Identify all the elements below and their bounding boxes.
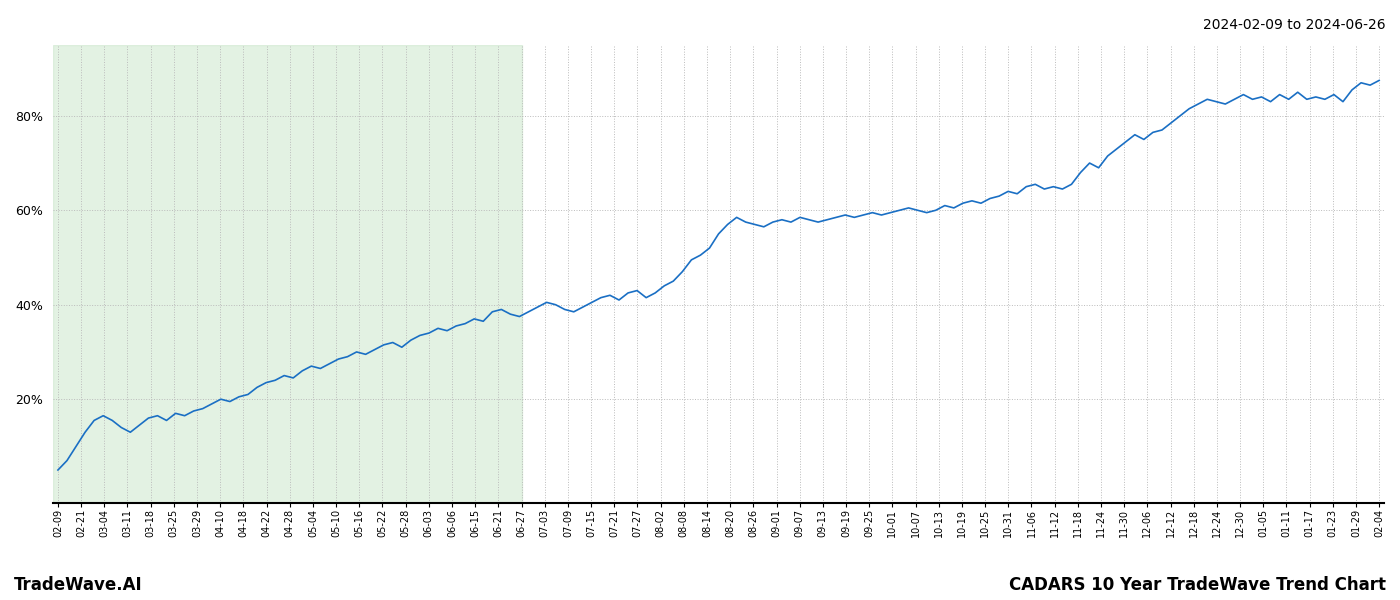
Bar: [53, 45, 522, 503]
Text: 2024-02-09 to 2024-06-26: 2024-02-09 to 2024-06-26: [1204, 18, 1386, 32]
Text: CADARS 10 Year TradeWave Trend Chart: CADARS 10 Year TradeWave Trend Chart: [1009, 576, 1386, 594]
Text: TradeWave.AI: TradeWave.AI: [14, 576, 143, 594]
